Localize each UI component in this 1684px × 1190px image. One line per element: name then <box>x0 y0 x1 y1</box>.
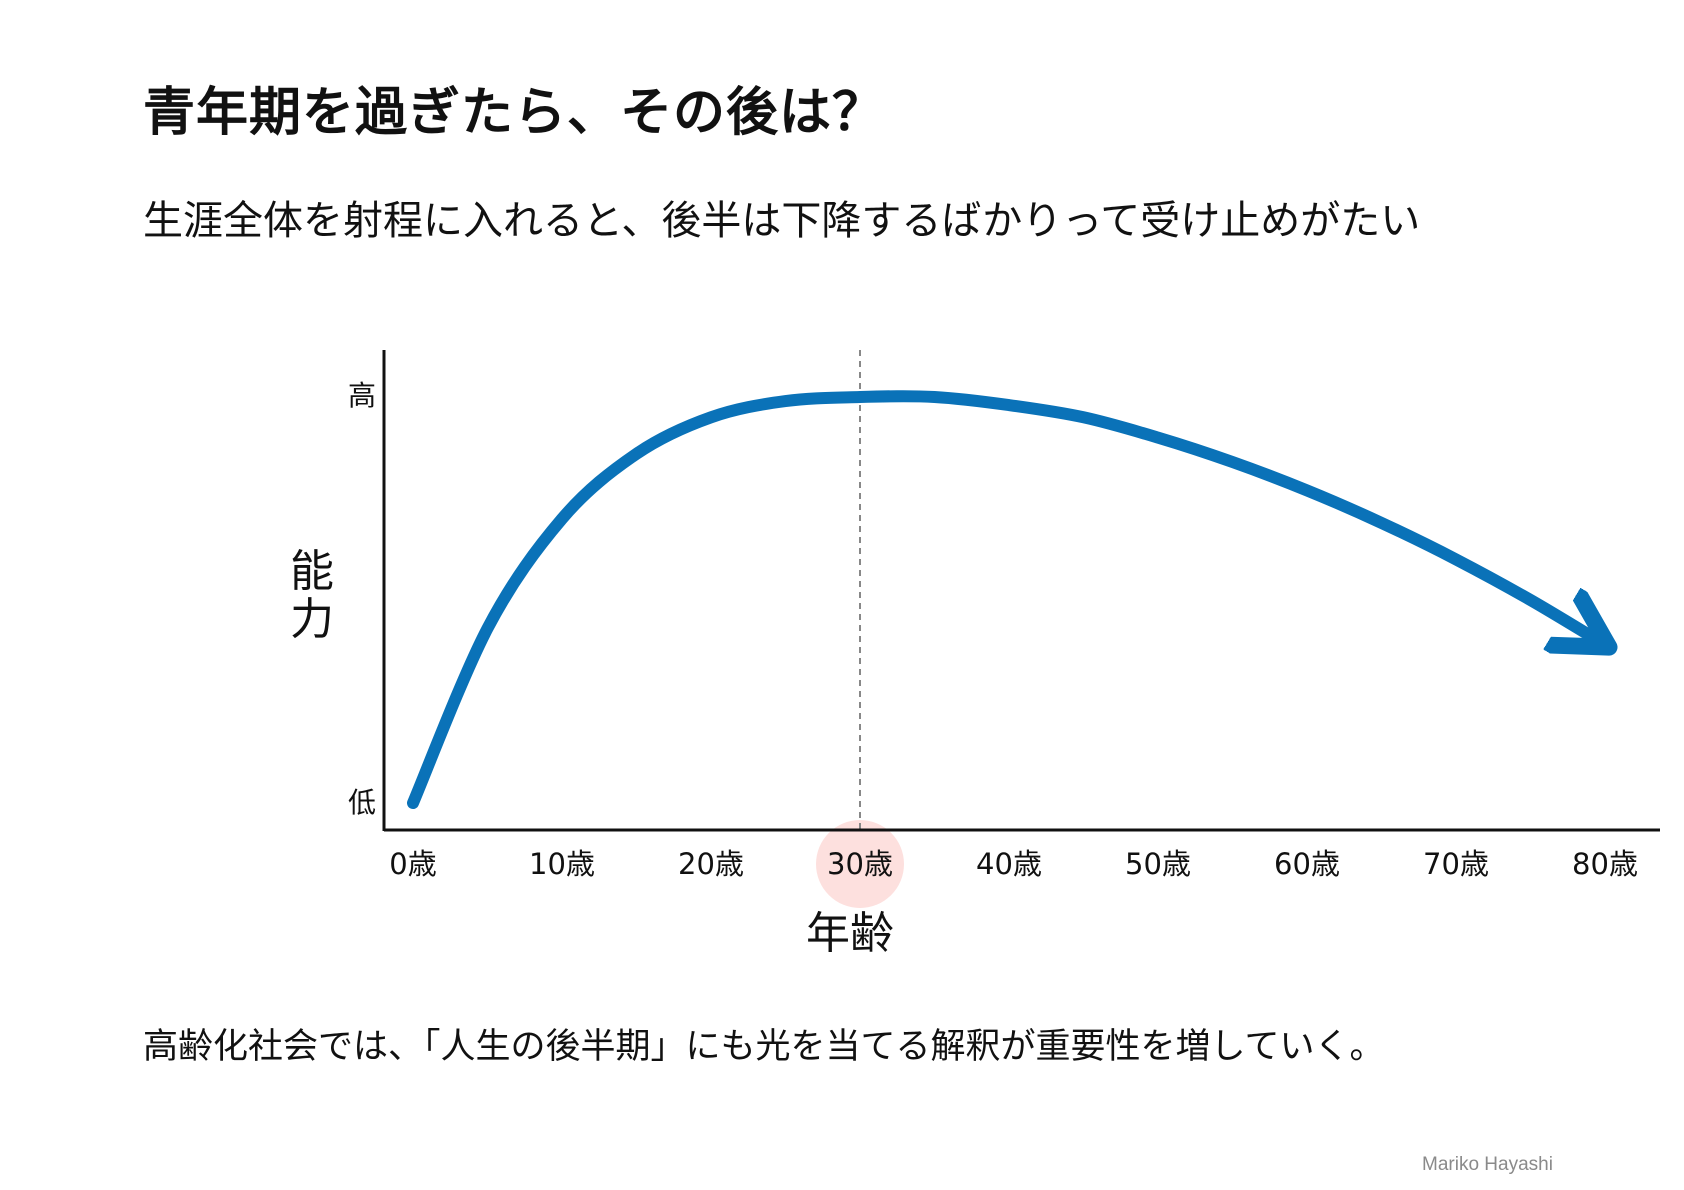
x-tick-label: 20歳 <box>678 847 744 881</box>
x-tick-label: 60歳 <box>1274 847 1340 881</box>
page-title: 青年期を過ぎたら、その後は？ <box>143 83 886 143</box>
page-subtitle: 生涯全体を射程に入れると、後半は下降するばかりって受け止めがたい <box>143 198 1421 244</box>
y-tick-label-low: 低 <box>348 786 376 819</box>
ability-curve <box>407 390 1605 809</box>
y-axis-label: 能力 <box>290 546 334 645</box>
x-tick-label: 50歳 <box>1125 847 1191 881</box>
x-tick-label: 0歳 <box>389 847 436 881</box>
x-tick-label: 80歳 <box>1572 847 1638 881</box>
author-credit: Mariko Hayashi <box>1422 1154 1553 1175</box>
x-tick-label: 70歳 <box>1423 847 1489 881</box>
x-tick-label: 30歳 <box>827 847 893 881</box>
peak-age-highlight <box>816 820 904 908</box>
y-axis-label-char: 力 <box>290 594 334 645</box>
page-caption: 高齢化社会では、「人生の後半期」にも光を当てる解釈が重要性を増していく。 <box>143 1027 1385 1067</box>
x-tick-label: 40歳 <box>976 847 1042 881</box>
y-axis-label-char: 能 <box>290 546 334 597</box>
y-tick-label-high: 高 <box>348 379 376 412</box>
x-axis-label: 年齢 <box>806 908 894 959</box>
x-tick-label: 10歳 <box>529 847 595 881</box>
